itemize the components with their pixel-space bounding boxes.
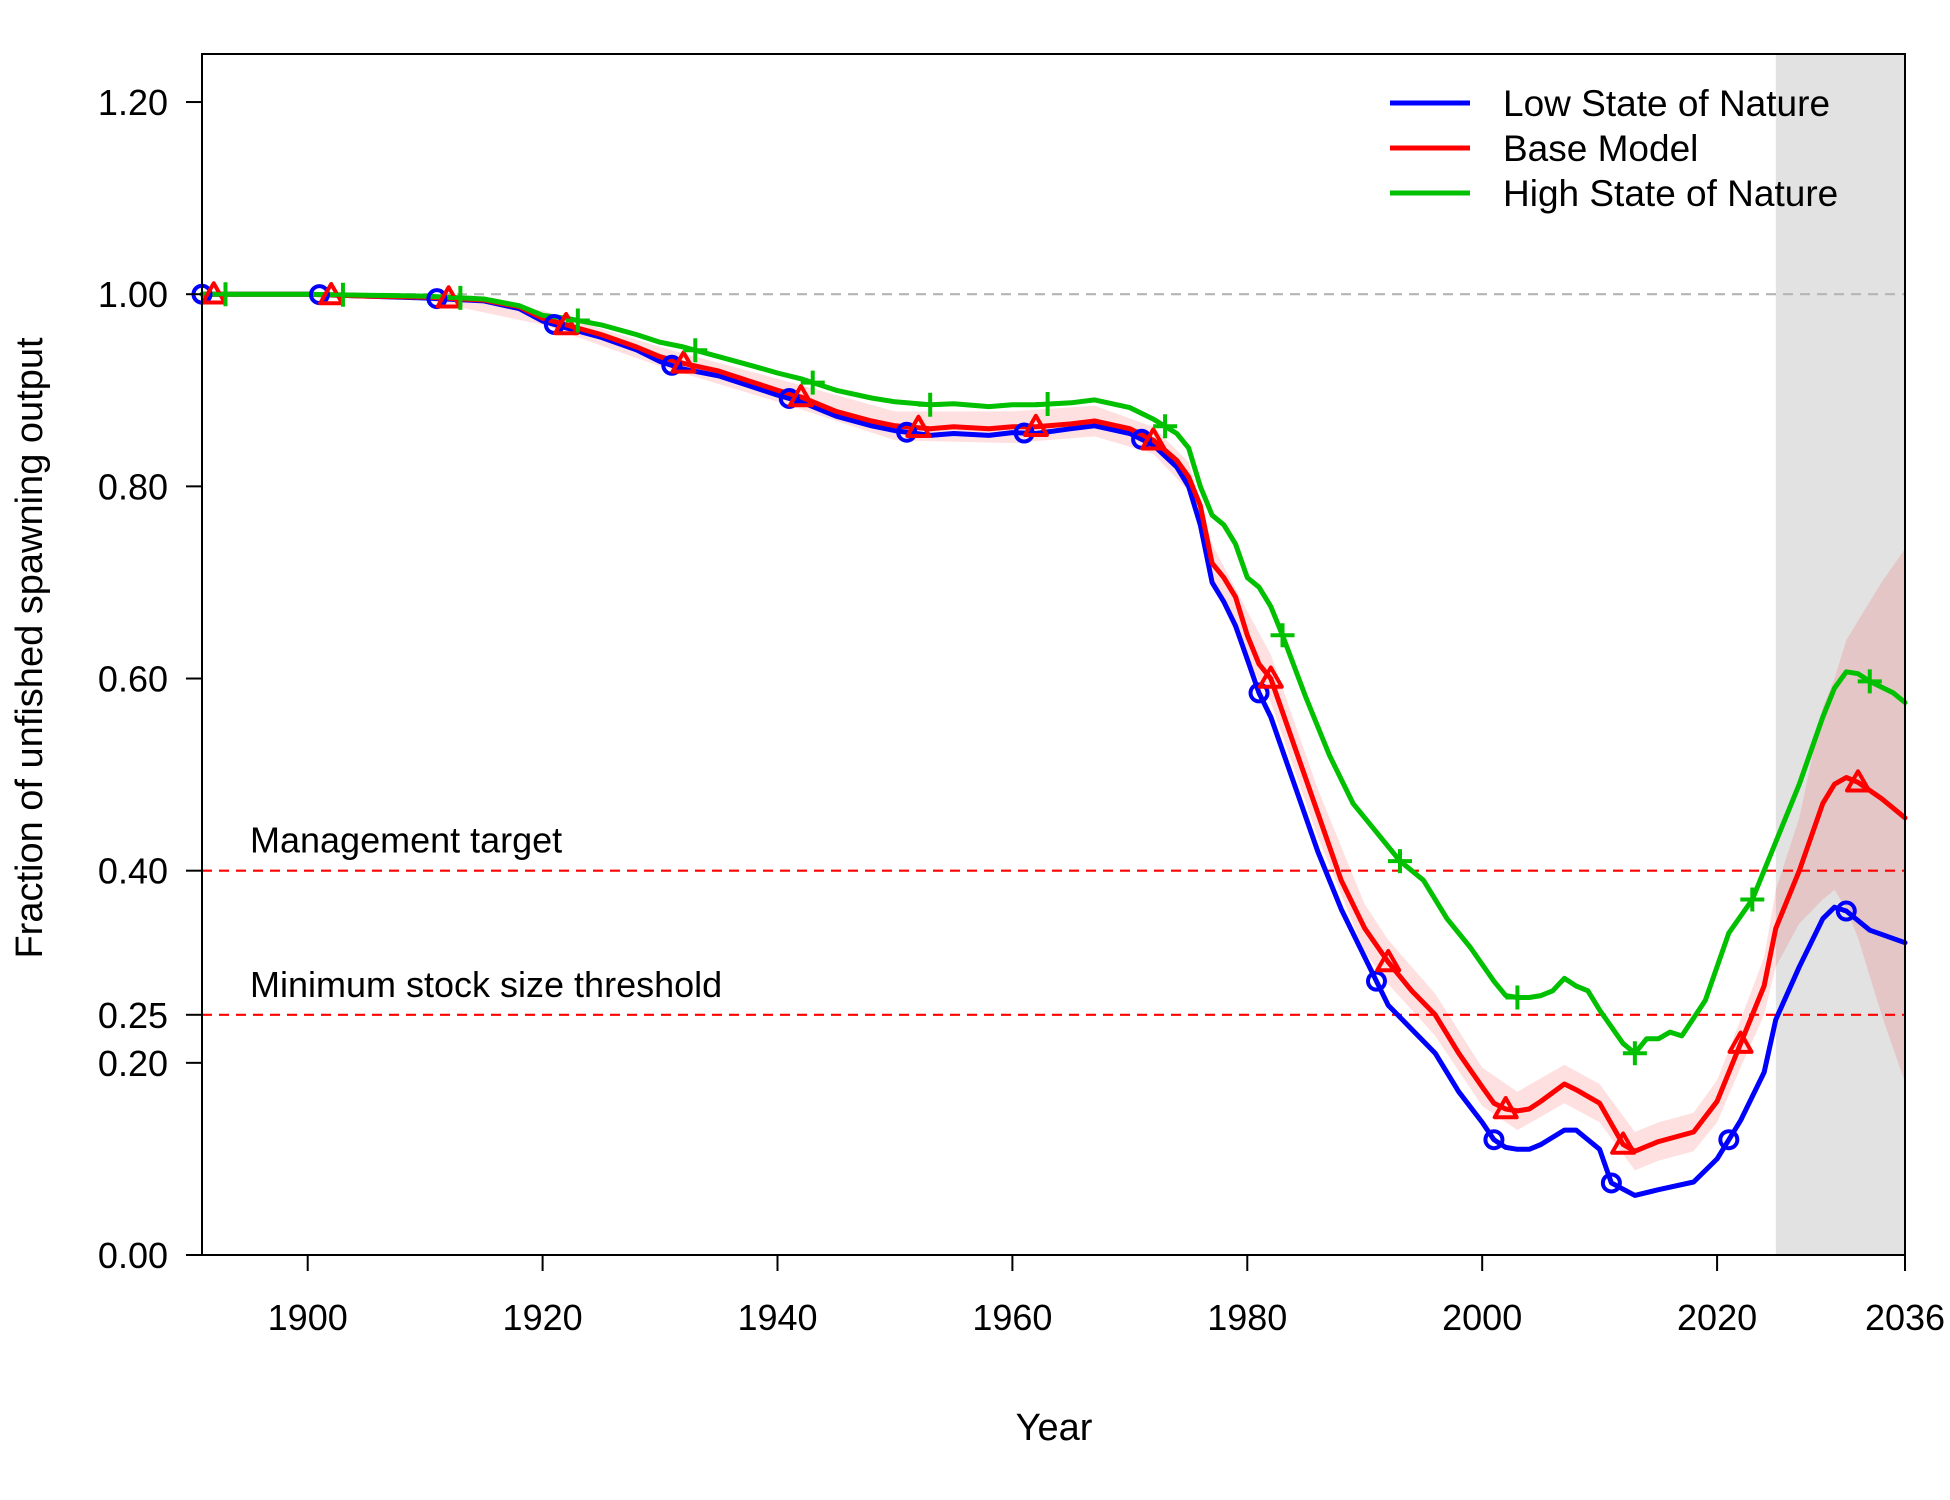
series-line-0 [199,291,1908,1198]
series-markers [191,281,1882,1194]
series-0-marker-7 [1013,422,1035,444]
forecast-shading [1775,54,1905,1255]
x-tick-label-7: 2036 [1865,1297,1945,1338]
y-tick-label-3: 0.40 [98,851,168,892]
x-tick-label-4: 1980 [1207,1297,1287,1338]
series-1-marker-5 [787,384,814,408]
series-2-marker-0 [213,282,238,307]
series-2-marker-6 [918,392,943,417]
series-1-marker-14 [1845,769,1872,793]
legend-label-2: High State of Nature [1503,173,1838,214]
series-0-marker-13 [1718,1129,1740,1151]
y-tick-label-0: 0.00 [98,1235,168,1276]
series-1-marker-4 [670,350,697,374]
series-1-marker-12 [1610,1131,1637,1155]
legend-label-0: Low State of Nature [1503,83,1830,124]
series-2-marker-8 [1153,414,1178,439]
series-0-marker-6 [896,421,918,443]
x-tick-label-3: 1960 [972,1297,1052,1338]
series-2-marker-5 [800,370,825,395]
plot-frame [201,53,1906,1256]
series-1-marker-13 [1727,1030,1754,1054]
x-tick-label-0: 1900 [268,1297,348,1338]
series-1-marker-8 [1140,427,1167,451]
axes: 1900 1920 1940 1960 1980 2000 2020 2036 0.00 0.20… [98,53,1945,1338]
series-2-marker-9 [1270,623,1295,648]
x-tick-label-6: 2020 [1677,1297,1757,1338]
series-0-marker-4 [661,354,683,376]
series-0-marker-10 [1365,970,1387,992]
forecast-region [1775,54,1905,1255]
reference-lines: Management target Minimum stock size thre… [202,293,1905,1016]
series-0-marker-14 [1835,900,1857,922]
series-1-marker-3 [553,311,580,336]
x-tick-label-1: 1920 [503,1297,583,1338]
x-tick-label-5: 2000 [1442,1297,1522,1338]
legend-label-1: Base Model [1503,128,1698,169]
series-0-marker-11 [1483,1129,1505,1151]
series-2-marker-4 [683,338,708,363]
x-axis-label: Year [1016,1407,1093,1449]
series-line-2 [199,291,1908,1056]
y-tick-label-6: 1.00 [98,274,168,315]
y-tick-label-2: 0.25 [98,995,168,1036]
series-2-marker-13 [1740,887,1765,912]
series-1-marker-11 [1492,1095,1519,1120]
x-tick-label-2: 1940 [737,1297,817,1338]
reference-line-label-1: Management target [250,820,562,861]
series-2-marker-10 [1387,849,1412,874]
series-0-marker-12 [1600,1172,1622,1194]
series-1-marker-6 [905,414,932,439]
series-lines [199,291,1908,1198]
series-2-marker-12 [1622,1041,1647,1066]
series-1-marker-7 [1022,413,1049,438]
series-1-marker-10 [1375,948,1402,973]
reference-line-label-2: Minimum stock size threshold [250,964,722,1005]
series-1-marker-9 [1257,665,1284,689]
y-tick-label-4: 0.60 [98,659,168,700]
series-line-1 [199,291,1908,1154]
series-2-marker-2 [448,285,473,310]
y-tick-label-7: 1.20 [98,82,168,123]
series-2-marker-3 [565,308,590,333]
series-2-marker-11 [1505,985,1530,1010]
series-2-marker-14 [1857,669,1882,694]
series-2-marker-7 [1035,392,1060,417]
series-2-marker-1 [330,282,355,307]
y-tick-label-1: 0.20 [98,1043,168,1084]
y-axis-label: Fraction of unfished spawning output [9,337,51,959]
y-tick-label-5: 0.80 [98,466,168,507]
